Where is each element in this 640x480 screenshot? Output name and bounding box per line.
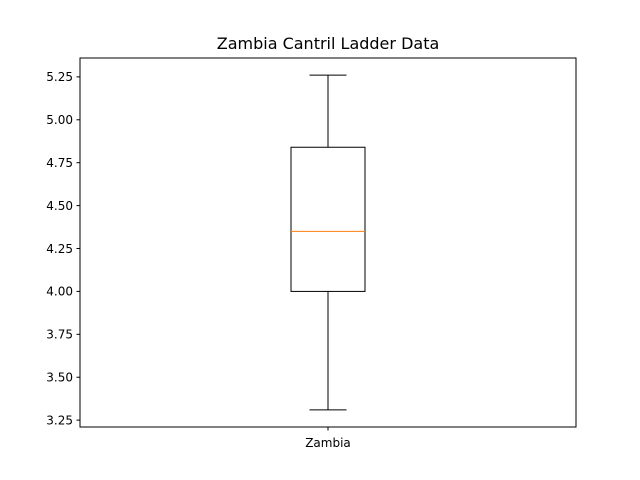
y-tick-label: 4.50 [46, 199, 73, 213]
y-tick-label: 4.75 [46, 156, 73, 170]
y-tick-label: 5.00 [46, 113, 73, 127]
y-tick-label: 4.25 [46, 242, 73, 256]
plot-area [290, 74, 366, 411]
y-axis: 3.25 3.50 3.75 4.00 4.25 4.50 4.75 5.00 5.25 [46, 70, 80, 427]
axes-frame [79, 57, 577, 428]
chart-title: Zambia Cantril Ladder Data [217, 34, 440, 53]
x-tick-label: Zambia [305, 436, 351, 450]
x-axis: Zambia [305, 427, 351, 450]
y-tick-label: 3.50 [46, 371, 73, 385]
iqr-box [290, 146, 366, 292]
y-tick-label: 4.00 [46, 285, 73, 299]
y-tick-label: 3.25 [46, 413, 73, 427]
y-tick-label: 3.75 [46, 328, 73, 342]
y-tick-label: 5.25 [46, 70, 73, 84]
